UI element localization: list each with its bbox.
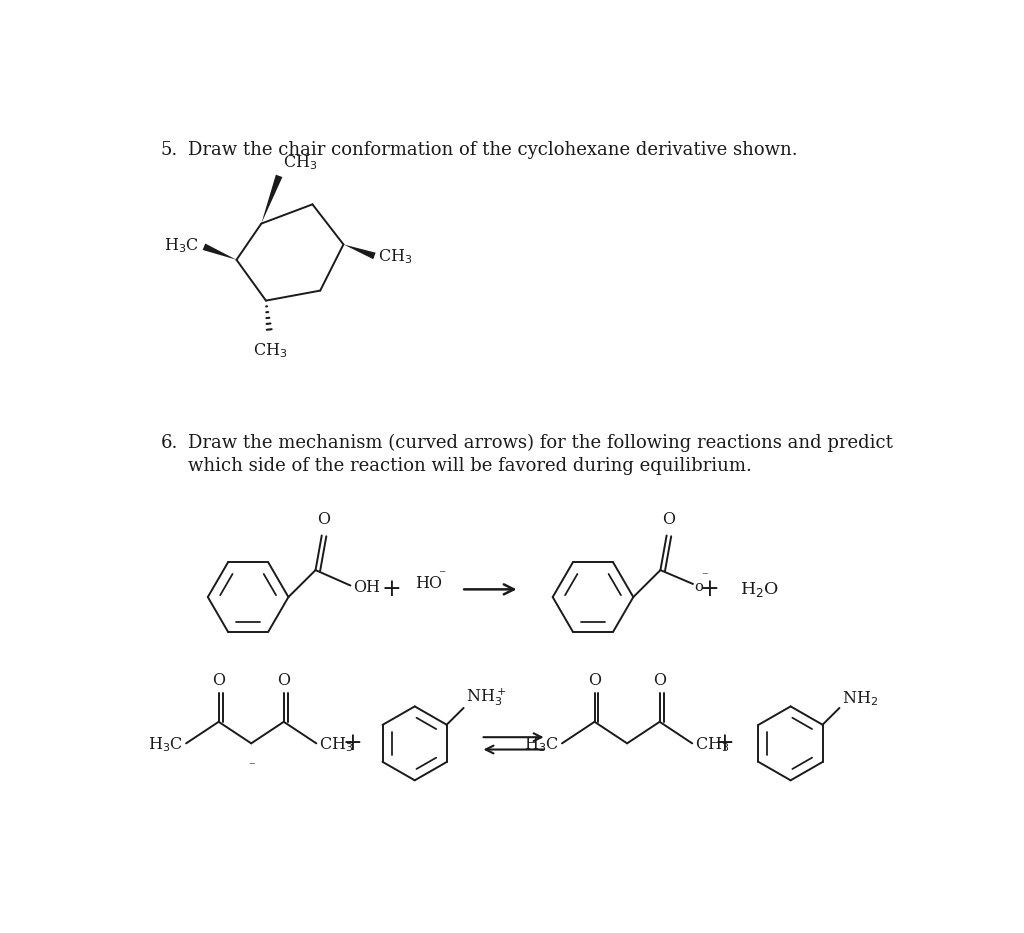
- Polygon shape: [203, 244, 237, 259]
- Text: O: O: [588, 673, 601, 689]
- Text: H$_3$C: H$_3$C: [148, 735, 183, 754]
- Text: CH$_3$: CH$_3$: [283, 153, 317, 172]
- Text: OH: OH: [353, 579, 381, 596]
- Text: +: +: [715, 731, 734, 755]
- Text: 6.: 6.: [161, 434, 178, 452]
- Text: H$_2$O: H$_2$O: [740, 580, 779, 599]
- Text: +: +: [382, 578, 401, 601]
- Text: ⁻: ⁻: [248, 760, 255, 773]
- Text: O: O: [653, 673, 667, 689]
- Text: Draw the chair conformation of the cyclohexane derivative shown.: Draw the chair conformation of the cyclo…: [188, 141, 798, 160]
- Text: +: +: [343, 731, 362, 755]
- Polygon shape: [343, 244, 376, 259]
- Text: 5.: 5.: [161, 141, 178, 160]
- Text: H$_3$C: H$_3$C: [524, 735, 559, 754]
- Text: O: O: [317, 510, 331, 528]
- Text: O: O: [212, 673, 225, 689]
- Text: NH$_3^+$: NH$_3^+$: [466, 686, 507, 708]
- Text: O: O: [278, 673, 290, 689]
- Text: ⁻: ⁻: [701, 571, 709, 583]
- Polygon shape: [261, 174, 283, 224]
- Text: o: o: [694, 580, 703, 594]
- Text: ⁻: ⁻: [438, 568, 445, 582]
- Text: CH$_3$: CH$_3$: [253, 341, 287, 360]
- Text: NH$_2$: NH$_2$: [842, 689, 879, 708]
- Text: CH$_3$: CH$_3$: [319, 735, 354, 754]
- Text: Draw the mechanism (curved arrows) for the following reactions and predict: Draw the mechanism (curved arrows) for t…: [188, 434, 893, 453]
- Text: +: +: [699, 578, 719, 601]
- Text: O: O: [663, 510, 676, 528]
- Text: HO: HO: [415, 575, 441, 592]
- Text: H$_3$C: H$_3$C: [164, 237, 200, 256]
- Text: which side of the reaction will be favored during equilibrium.: which side of the reaction will be favor…: [188, 457, 753, 475]
- Text: CH$_3$: CH$_3$: [695, 735, 730, 754]
- Text: CH$_3$: CH$_3$: [378, 247, 412, 266]
